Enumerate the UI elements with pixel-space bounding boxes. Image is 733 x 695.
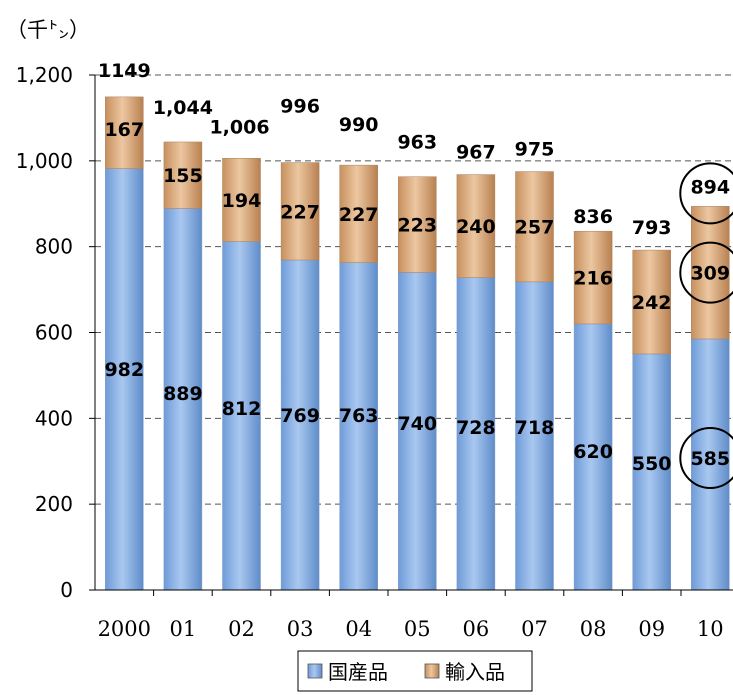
value-label-domestic: 982: [104, 359, 144, 381]
value-label-total: 990: [339, 114, 379, 136]
bar-domestic: [632, 353, 671, 591]
value-label-import: 257: [515, 217, 555, 239]
legend-label-import: 輸入品: [445, 660, 505, 684]
x-tick-label: 05: [404, 617, 431, 641]
value-label-domestic: 763: [339, 405, 379, 427]
value-label-domestic: 812: [222, 398, 262, 420]
value-label-total: 967: [456, 142, 496, 164]
highlight-circle: [679, 162, 733, 225]
value-label-domestic: 889: [163, 383, 203, 405]
bar-domestic: [163, 208, 203, 591]
value-label-domestic: 740: [397, 413, 437, 435]
bar-import: [339, 164, 378, 263]
y-tick-label: 200: [35, 492, 73, 516]
legend-swatch-import: [424, 663, 440, 679]
legend-label-domestic: 国産品: [328, 660, 388, 684]
legend-swatch-domestic: [307, 663, 323, 679]
y-tick-label: 1,200: [16, 63, 73, 87]
x-tick-label: 10: [697, 617, 724, 641]
value-label-import: 167: [104, 119, 144, 141]
value-label-import: 309: [690, 263, 730, 285]
y-tick-label: 800: [35, 235, 73, 259]
value-label-import: 240: [456, 216, 496, 238]
bar-domestic: [339, 262, 378, 591]
x-tick-label: 02: [228, 617, 255, 641]
bar-import: [398, 176, 437, 273]
x-tick-label: 06: [463, 617, 490, 641]
bar-import: [163, 141, 203, 209]
bar-import: [691, 206, 730, 340]
y-tick-label: 0: [60, 578, 73, 602]
bar-import: [632, 249, 671, 355]
value-label-domestic: 728: [456, 417, 496, 439]
value-label-import: 227: [280, 201, 320, 223]
bar-domestic: [691, 338, 730, 591]
bar-domestic: [456, 277, 496, 591]
bar-import: [105, 96, 144, 169]
value-label-import: 216: [573, 268, 613, 290]
value-label-import: 242: [632, 292, 672, 314]
y-tick-label: 600: [35, 321, 73, 345]
bar-import: [515, 171, 554, 283]
unit-label: （千㌧）: [6, 18, 90, 42]
highlight-circle: [679, 241, 733, 304]
bar-domestic: [222, 241, 261, 591]
x-tick-label: 07: [521, 617, 548, 641]
x-tick-label: 2000: [98, 617, 151, 641]
value-label-total: 894: [690, 176, 730, 198]
bar-domestic: [515, 281, 554, 591]
value-label-total: 975: [515, 139, 555, 161]
value-label-total: 996: [280, 96, 320, 118]
value-label-domestic: 718: [515, 417, 555, 439]
x-tick-label: 03: [287, 617, 314, 641]
legend-box: [297, 650, 533, 692]
value-label-total: 793: [632, 217, 672, 239]
value-label-total: 836: [573, 206, 613, 228]
value-label-import: 223: [397, 215, 437, 237]
bar-domestic: [573, 323, 613, 591]
bar-domestic: [105, 168, 144, 591]
y-tick-label: 1,000: [16, 149, 73, 173]
value-label-import: 155: [163, 165, 203, 187]
value-label-total: 963: [397, 132, 437, 154]
x-tick-label: 09: [638, 617, 665, 641]
bar-import: [222, 158, 261, 242]
value-label-total: 1,006: [209, 116, 269, 138]
value-label-total: 1149: [98, 60, 151, 82]
bar-import: [456, 174, 496, 278]
value-label-import: 194: [222, 190, 262, 212]
value-label-total: 1,044: [153, 97, 213, 119]
value-label-domestic: 769: [280, 405, 320, 427]
y-tick-label: 400: [35, 406, 73, 430]
highlight-circle: [679, 427, 733, 489]
x-tick-label: 04: [345, 617, 372, 641]
x-tick-label: 08: [580, 617, 607, 641]
bar-domestic: [280, 259, 320, 591]
bar-import: [573, 230, 613, 325]
x-tick-label: 01: [170, 617, 197, 641]
value-label-import: 227: [339, 204, 379, 226]
bar-domestic: [398, 272, 437, 591]
value-label-domestic: 620: [573, 441, 613, 463]
bar-import: [280, 162, 320, 261]
value-label-domestic: 550: [632, 453, 672, 475]
value-label-domestic: 585: [690, 448, 730, 470]
